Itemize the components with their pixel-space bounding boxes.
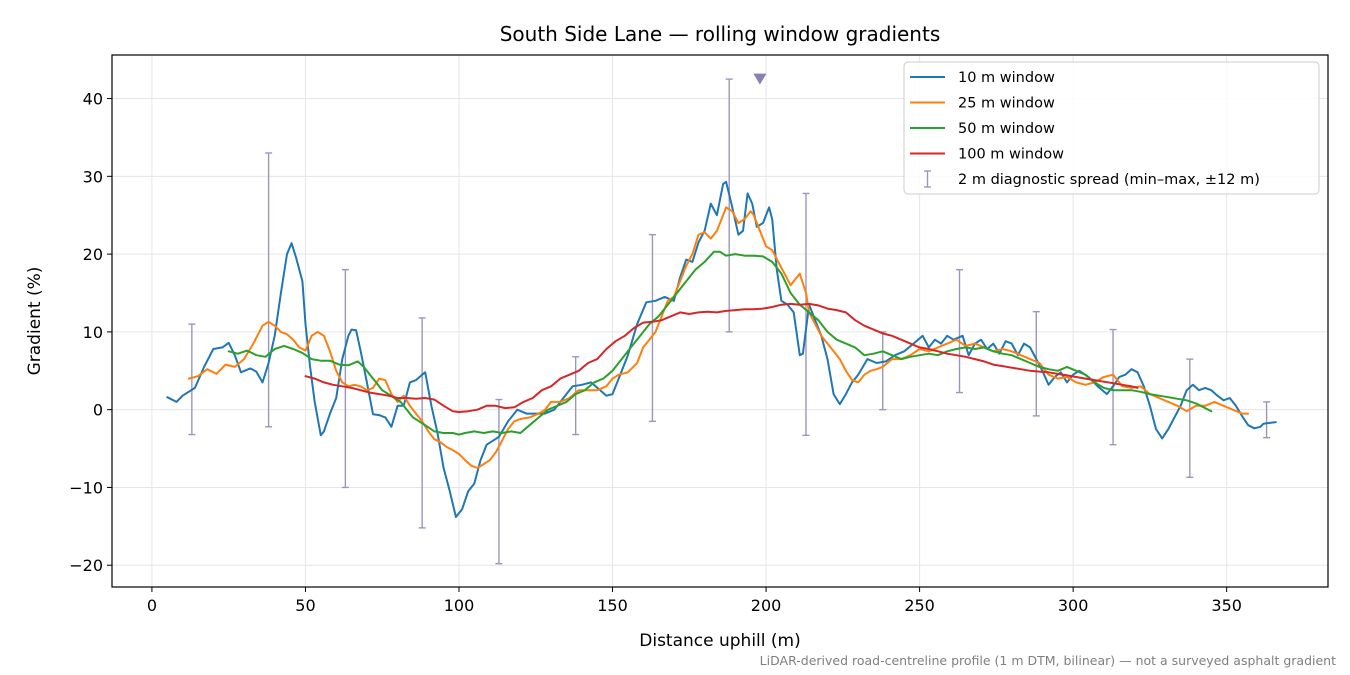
series-line-1 <box>166 180 1277 518</box>
x-tick-label-7: 350 <box>1211 596 1242 615</box>
spread-bar-2 <box>341 268 349 489</box>
spread-bar-14 <box>1263 401 1271 439</box>
x-tick-label-1: 50 <box>295 596 315 615</box>
y-tick-label-4: 20 <box>83 245 103 264</box>
spread-bar-8 <box>802 192 810 437</box>
spread-bar-13 <box>1186 358 1194 479</box>
legend: 10 m window 25 m window 50 m window 100 m w… <box>903 61 1320 195</box>
y-tick-label-1: −10 <box>69 478 103 497</box>
x-tick-label-2: 100 <box>444 596 475 615</box>
legend-label-spread: 2 m diagnostic spread (min–max, ±12 m) <box>958 172 1260 188</box>
plot-frame <box>111 54 1329 588</box>
x-tick-label-3: 150 <box>597 596 628 615</box>
legend-item-3: 50 m window <box>910 121 1055 137</box>
spread-bar-1 <box>265 152 273 428</box>
y-axis-ticks: −20 −10 0 10 20 30 40 <box>69 90 112 575</box>
legend-label-1: 10 m window <box>958 70 1055 86</box>
y-tick-label-3: 10 <box>83 323 103 342</box>
legend-box <box>903 61 1320 195</box>
x-axis-label: Distance uphill (m) <box>639 631 800 651</box>
peak-marker-layer <box>753 73 767 85</box>
y-tick-label-5: 30 <box>83 167 103 186</box>
diagnostic-spread-bars <box>188 78 1271 565</box>
legend-label-4: 100 m window <box>958 147 1064 163</box>
x-tick-label-0: 0 <box>147 596 157 615</box>
y-axis-label: Gradient (%) <box>25 267 45 376</box>
y-tick-label-2: 0 <box>93 401 103 420</box>
legend-item-2: 25 m window <box>910 96 1055 112</box>
legend-label-3: 50 m window <box>958 121 1055 137</box>
spread-bar-10 <box>956 268 964 394</box>
spread-bar-0 <box>188 323 196 436</box>
series-line-3 <box>227 250 1213 436</box>
spread-bar-4 <box>495 398 503 565</box>
spread-bar-5 <box>572 356 580 436</box>
y-tick-label-6: 40 <box>83 90 103 109</box>
footnote: LiDAR-derived road-centreline profile (1… <box>760 653 1336 668</box>
x-axis-ticks: 0 50 100 150 200 250 300 350 <box>147 587 1242 615</box>
chart-title: South Side Lane — rolling window gradien… <box>500 22 941 46</box>
spread-bar-6 <box>648 233 656 423</box>
x-tick-label-5: 250 <box>904 596 935 615</box>
x-tick-label-4: 200 <box>751 596 782 615</box>
spread-bar-7 <box>725 78 733 333</box>
x-tick-label-6: 300 <box>1058 596 1089 615</box>
legend-item-1: 10 m window <box>910 70 1055 86</box>
series-lines <box>166 180 1277 518</box>
legend-item-4: 100 m window <box>910 147 1064 163</box>
y-tick-label-0: −20 <box>69 556 103 575</box>
legend-label-2: 25 m window <box>958 96 1055 112</box>
peak-marker <box>753 73 767 85</box>
series-line-2 <box>187 206 1250 469</box>
legend-item-spread: 2 m diagnostic spread (min–max, ±12 m) <box>924 170 1260 188</box>
legend-items: 10 m window 25 m window 50 m window 100 m w… <box>910 70 1260 188</box>
spread-bar-11 <box>1032 310 1040 417</box>
series-line-4 <box>304 302 1139 413</box>
